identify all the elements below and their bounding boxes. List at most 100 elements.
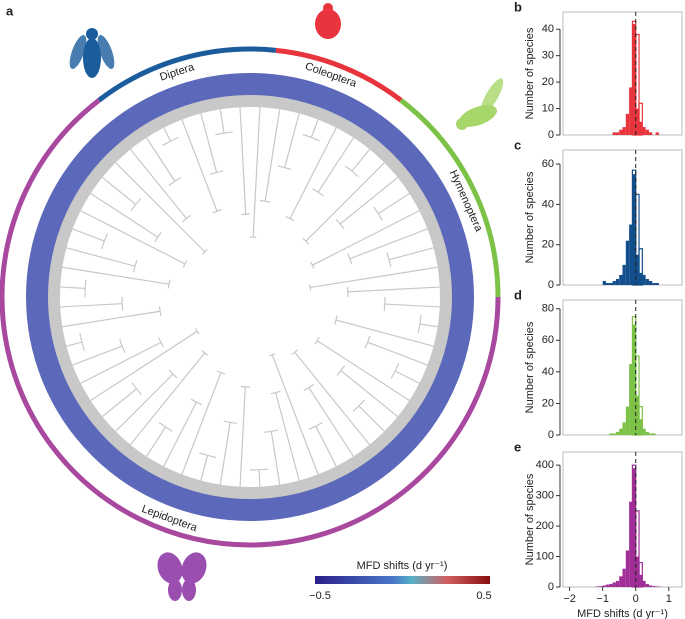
bar	[639, 419, 643, 435]
outline-bar	[638, 102, 643, 136]
y-tick-label: 60	[542, 158, 554, 170]
branch	[72, 345, 123, 366]
branch	[352, 399, 365, 412]
bar	[635, 108, 640, 135]
branch	[285, 216, 295, 222]
branch	[252, 107, 261, 238]
bar	[639, 272, 643, 285]
branch	[347, 286, 440, 293]
branch	[199, 452, 217, 459]
outline-bar	[638, 562, 643, 588]
branch	[308, 387, 354, 457]
branch	[129, 352, 206, 446]
branch	[121, 296, 124, 311]
y-axis-label: Number of species	[524, 27, 536, 119]
branch	[182, 260, 188, 268]
y-tick-label: 0	[548, 429, 554, 441]
bar	[619, 129, 623, 135]
branch	[394, 370, 420, 384]
bar	[652, 433, 656, 435]
branch	[101, 176, 137, 205]
bar	[645, 278, 649, 285]
branch	[302, 237, 310, 245]
clade-arc	[275, 47, 403, 103]
bar	[622, 127, 626, 135]
branch	[216, 370, 226, 375]
branch	[167, 279, 171, 289]
tip-ring	[48, 95, 452, 499]
panel-label: a	[6, 3, 14, 18]
branch	[158, 306, 162, 317]
bar	[642, 428, 646, 435]
branch	[249, 468, 269, 471]
bar	[645, 129, 649, 135]
bar	[612, 582, 616, 587]
branch	[163, 127, 172, 142]
branch	[223, 420, 237, 424]
branch	[146, 426, 167, 457]
branch	[133, 260, 138, 273]
colorbar-title: MFD shifts (d yr⁻¹)	[357, 560, 448, 572]
bar	[622, 422, 626, 435]
branch	[310, 261, 315, 269]
branch	[239, 107, 247, 215]
bar	[648, 585, 653, 587]
colorbar-max: 0.5	[476, 590, 491, 602]
branch	[158, 421, 173, 432]
branch	[200, 455, 209, 481]
colorbar	[315, 576, 490, 584]
branch	[115, 373, 174, 432]
branch	[312, 210, 420, 266]
bar	[642, 580, 646, 587]
bar	[615, 580, 620, 587]
y-tick-label: 60	[542, 334, 554, 346]
bar	[639, 574, 643, 587]
branch	[80, 210, 186, 265]
branch	[346, 286, 349, 298]
bar	[629, 501, 633, 587]
outline-bar	[638, 405, 643, 436]
branch	[277, 165, 292, 171]
branch	[154, 231, 162, 243]
branch	[302, 133, 320, 142]
branch	[305, 162, 385, 242]
branch	[264, 429, 279, 433]
bar	[629, 224, 633, 285]
y-tick-label: 20	[542, 239, 554, 251]
bar	[632, 23, 636, 135]
panel-label: e	[514, 439, 521, 454]
branch	[335, 218, 345, 230]
bar	[648, 280, 653, 285]
y-tick-label: 400	[536, 459, 554, 471]
branch	[383, 296, 386, 312]
branch	[201, 248, 208, 255]
wasp-icon	[456, 78, 504, 130]
y-tick-label: 80	[542, 303, 554, 315]
branch	[131, 382, 142, 396]
clade-arc	[97, 46, 277, 103]
bar	[625, 550, 630, 587]
branch	[181, 119, 218, 212]
bar	[629, 87, 633, 135]
bar	[632, 468, 636, 587]
branch	[270, 390, 281, 395]
panel-label: c	[514, 137, 521, 152]
bar	[612, 280, 616, 285]
bar	[605, 584, 610, 587]
bar	[639, 121, 643, 135]
bar	[648, 132, 653, 135]
bar	[619, 428, 623, 435]
bar	[625, 406, 630, 435]
branch	[84, 279, 87, 298]
bar	[612, 433, 616, 435]
bar	[632, 324, 636, 435]
branch	[349, 228, 428, 260]
bar	[612, 132, 616, 135]
bar	[605, 282, 610, 285]
y-tick-label: 0	[548, 279, 554, 291]
bar	[625, 113, 630, 135]
branch	[312, 188, 324, 197]
branch	[308, 422, 323, 431]
branch	[384, 303, 440, 308]
x-tick-label: −1	[596, 593, 609, 605]
